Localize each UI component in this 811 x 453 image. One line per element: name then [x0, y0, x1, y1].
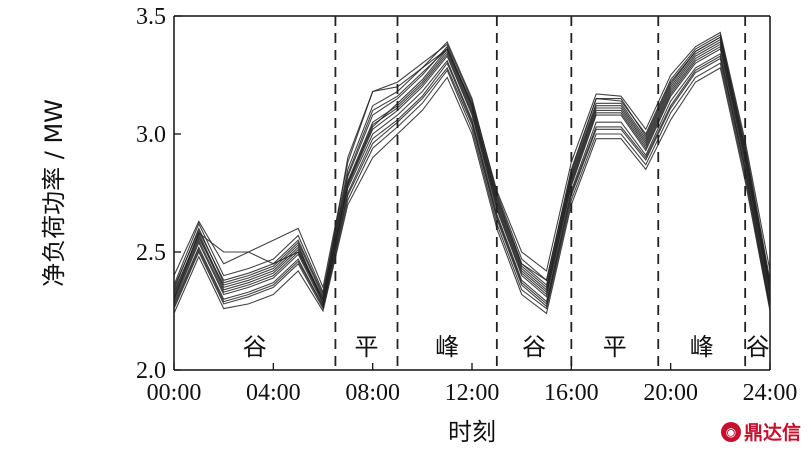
y-tick-label: 3.0 — [136, 122, 166, 148]
x-tick-label: 24:00 — [743, 380, 798, 406]
x-tick-label: 12:00 — [445, 380, 500, 406]
series-line — [173, 41, 771, 306]
series-line — [173, 31, 771, 290]
series-line — [173, 34, 771, 294]
series-lines — [173, 31, 771, 315]
y-tick-label: 2.5 — [136, 240, 166, 266]
watermark-logo: ◉ 鼎达信 — [720, 418, 801, 445]
series-line — [173, 48, 771, 304]
y-axis-ticks: 2.0 2.5 3.0 3.5 — [136, 4, 181, 384]
series-line — [173, 36, 771, 301]
watermark-text: 鼎达信 — [743, 422, 801, 444]
x-tick-label: 00:00 — [147, 380, 202, 406]
x-axis-ticks: 00:00 04:00 08:00 12:00 16:00 20:00 24:00 — [147, 363, 798, 406]
period-label: 谷 — [243, 333, 267, 361]
series-line — [173, 55, 771, 308]
series-line — [173, 62, 771, 311]
series-line — [173, 52, 771, 306]
x-tick-label: 20:00 — [643, 380, 698, 406]
series-line — [173, 67, 771, 315]
y-tick-label: 2.0 — [136, 358, 166, 384]
period-label: 峰 — [690, 333, 714, 361]
period-labels: 谷平峰谷平峰谷 — [243, 333, 770, 361]
x-axis-title: 时刻 — [448, 418, 496, 446]
period-label: 谷 — [522, 333, 546, 361]
y-axis-title: 净负荷功率 / MW — [40, 99, 68, 287]
period-label: 平 — [354, 333, 378, 361]
x-tick-label: 08:00 — [345, 380, 400, 406]
x-tick-label: 16:00 — [544, 380, 599, 406]
series-line — [173, 45, 771, 301]
period-label: 谷 — [746, 333, 770, 361]
period-label: 峰 — [435, 333, 459, 361]
x-tick-label: 04:00 — [246, 380, 301, 406]
logo-mark-icon: ◉ — [720, 421, 741, 442]
y-tick-label: 3.5 — [136, 4, 166, 30]
series-line — [173, 43, 771, 301]
period-label: 平 — [603, 333, 627, 361]
series-line — [173, 57, 771, 308]
